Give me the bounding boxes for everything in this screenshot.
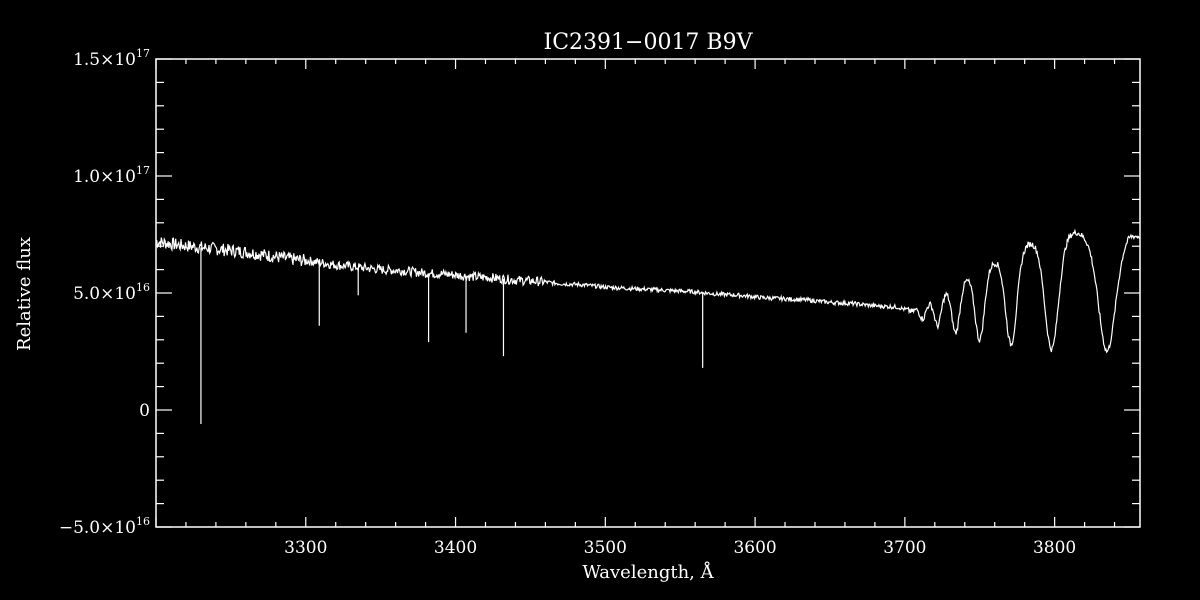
tick-labels: 3300 3400 3500 3600 3700 3800 1.5×1017 1.0×1017… — [59, 47, 1076, 558]
x-tick-label: 3400 — [434, 538, 477, 558]
x-tick-label: 3800 — [1033, 538, 1076, 558]
x-axis-label: Wavelength, Å — [582, 561, 714, 583]
axis-ticks — [155, 58, 1140, 528]
x-tick-label: 3500 — [584, 538, 627, 558]
y-axis-label: Relative flux — [14, 237, 35, 351]
y-tick-label: 5.0×1016 — [73, 281, 150, 304]
x-tick-label: 3600 — [733, 538, 776, 558]
y-tick-label: 1.0×1017 — [73, 164, 150, 187]
plot-frame — [155, 58, 1141, 528]
spectrum-series — [155, 228, 1141, 425]
y-tick-label: 1.5×1017 — [73, 47, 150, 70]
chart-title: IC2391−0017 B9V — [544, 30, 754, 55]
spectrum-line — [155, 228, 1141, 354]
x-tick-label: 3300 — [284, 538, 327, 558]
y-tick-label: −5.0×1016 — [59, 515, 150, 538]
x-tick-label: 3700 — [883, 538, 926, 558]
y-tick-label: 0 — [139, 401, 150, 421]
